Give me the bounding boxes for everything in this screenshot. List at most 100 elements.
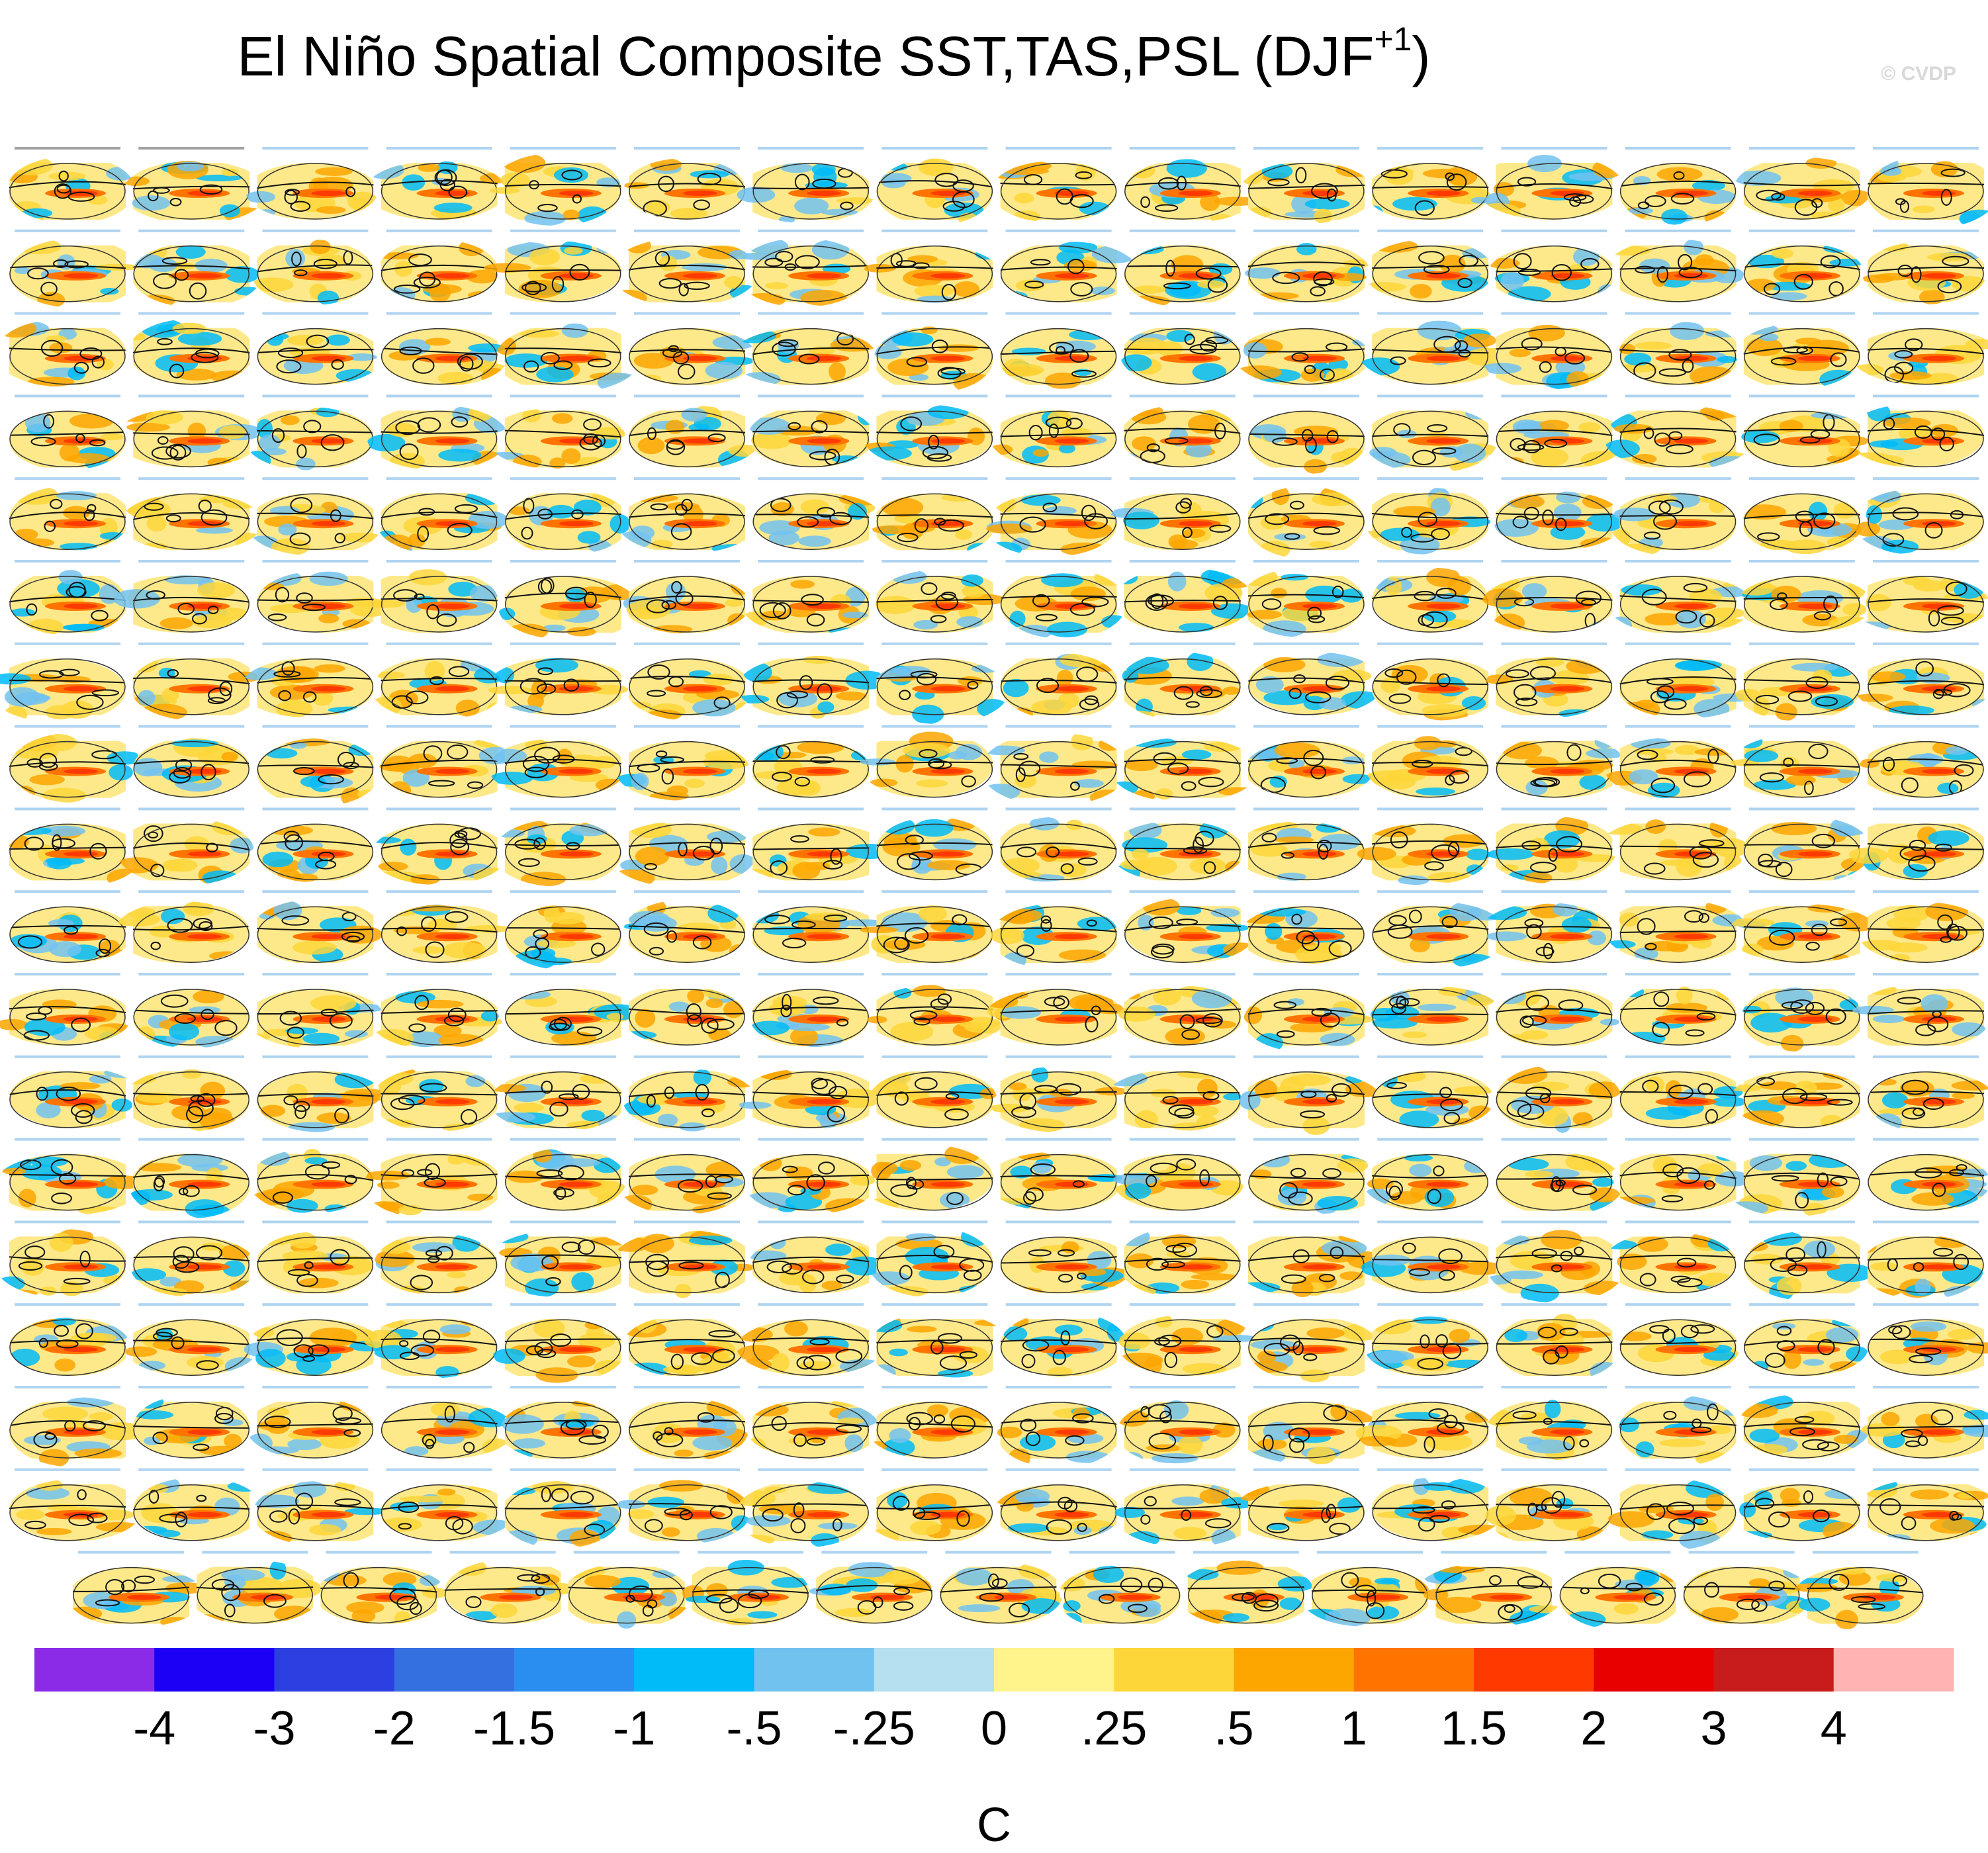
panel-header <box>1625 394 1731 398</box>
composite-map-panel <box>1608 560 1753 635</box>
panel-header <box>510 890 616 893</box>
panel-header <box>15 973 120 975</box>
composite-map-panel <box>1848 807 1988 881</box>
colorbar-segment <box>514 1648 635 1692</box>
composite-map-panel <box>1487 807 1617 884</box>
composite-map-panel <box>682 1551 809 1626</box>
panel-header <box>634 1386 740 1388</box>
panel-header <box>138 642 245 645</box>
panel-header <box>262 312 369 315</box>
composite-map-panel <box>483 229 621 302</box>
composite-map-panel <box>488 725 627 798</box>
composite-map-panel <box>866 973 1008 1047</box>
composite-map-panel <box>939 1551 1063 1625</box>
panel-header <box>510 973 616 975</box>
panel-header <box>758 1138 864 1141</box>
panel-header <box>1005 1055 1112 1058</box>
panel-header <box>138 807 245 811</box>
composite-map-panel <box>1118 642 1241 720</box>
panel-header <box>1129 312 1236 315</box>
colorbar-tick-label: -1 <box>613 1702 655 1755</box>
panel-header <box>1873 1055 1979 1058</box>
composite-map-panel <box>876 807 993 881</box>
composite-map-panel <box>1619 147 1737 226</box>
panel-header <box>138 1220 245 1224</box>
panel-header <box>510 394 616 398</box>
composite-map-panel <box>380 1468 515 1541</box>
panel-header <box>881 1055 988 1058</box>
composite-map-panel <box>1853 642 1988 715</box>
composite-map-panel <box>1363 229 1494 302</box>
panel-header <box>262 147 369 150</box>
composite-map-panel <box>374 1220 498 1295</box>
panel-header <box>1129 807 1236 811</box>
panel-header <box>1377 1386 1484 1388</box>
composite-map-panel <box>122 1055 250 1132</box>
panel-header <box>634 807 740 811</box>
panel-header <box>1253 1468 1359 1471</box>
composite-map-panel <box>869 1055 997 1128</box>
panel-header <box>1377 1220 1484 1224</box>
composite-map-panel <box>500 1468 621 1549</box>
panel-header <box>1377 890 1484 893</box>
panel-header <box>386 229 492 232</box>
colorbar-segment <box>394 1648 515 1692</box>
composite-map-panel <box>371 1055 500 1132</box>
panel-header <box>15 890 120 893</box>
panel-header <box>758 642 864 645</box>
composite-map-panel <box>1243 725 1375 798</box>
panel-header <box>758 807 864 811</box>
panel-header <box>1005 642 1112 645</box>
panel-header <box>758 394 864 398</box>
composite-map-panel <box>737 1055 881 1129</box>
composite-map-panel <box>1372 642 1500 721</box>
panel-header <box>1501 147 1607 150</box>
colorbar-segment <box>34 1648 155 1692</box>
panel-header <box>758 1468 864 1471</box>
panel-header <box>1069 1551 1175 1554</box>
panel-header <box>1129 1468 1236 1471</box>
composite-map-panel <box>1372 560 1489 633</box>
panel-header <box>15 560 120 563</box>
panel-header <box>1005 1468 1112 1471</box>
composite-map-panel <box>1496 1138 1624 1216</box>
panel-header <box>758 312 864 315</box>
panel-header <box>1377 477 1484 480</box>
panel-header <box>1873 1303 1979 1306</box>
colorbar-tick-label: .5 <box>1214 1702 1253 1755</box>
panel-header <box>1129 890 1236 893</box>
panel-header <box>1625 1138 1731 1141</box>
composite-map-panel <box>626 1386 749 1461</box>
panel-header <box>1129 642 1236 645</box>
panel-header <box>1129 1055 1236 1058</box>
panel-header <box>758 1303 864 1306</box>
panel-header <box>1748 973 1855 975</box>
panel-header <box>758 229 864 232</box>
panel-header <box>386 890 492 893</box>
composite-map-panel <box>1858 890 1988 964</box>
composite-map-panel <box>114 890 250 964</box>
panel-header <box>386 394 492 398</box>
composite-map-panel <box>1496 1303 1621 1382</box>
composite-map-panel <box>1372 1468 1506 1541</box>
composite-map-panel <box>113 560 250 633</box>
composite-map-panel <box>248 1138 374 1214</box>
composite-map-panel <box>363 1303 498 1378</box>
colorbar-tick-label: -2 <box>373 1702 416 1755</box>
composite-map-panel <box>739 807 892 883</box>
panel-header <box>1501 477 1607 480</box>
composite-map-panel <box>1239 890 1365 965</box>
panel-header <box>881 229 988 232</box>
panel-header <box>758 1220 864 1224</box>
composite-map-panel <box>1236 1386 1383 1465</box>
panel-header <box>1501 229 1607 232</box>
panel-header <box>1501 312 1607 315</box>
panel-header <box>386 1386 492 1388</box>
composite-map-panel <box>367 394 509 471</box>
panel-header <box>138 312 245 315</box>
composite-map-panel <box>133 725 250 798</box>
composite-map-panel <box>989 1055 1128 1133</box>
panel-header <box>881 890 988 893</box>
panel-header <box>1129 725 1236 728</box>
